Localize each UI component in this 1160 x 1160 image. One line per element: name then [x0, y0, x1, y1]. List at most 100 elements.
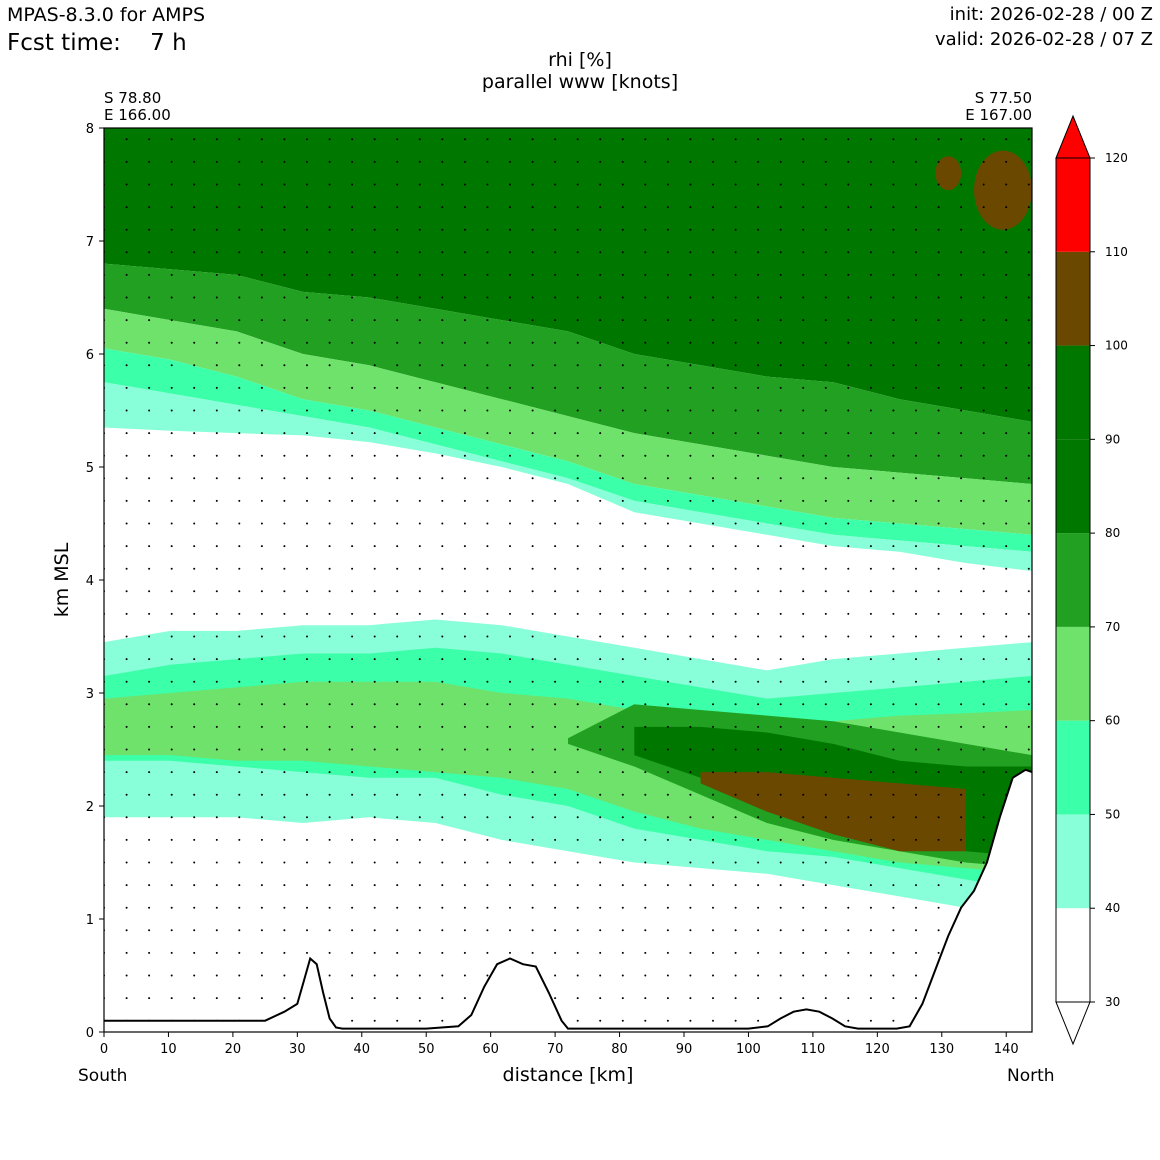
wind-vector: [869, 997, 872, 1000]
wind-vector: [576, 499, 579, 502]
wind-vector: [779, 906, 782, 909]
wind-vector: [193, 296, 196, 299]
colorbar-segment: [1056, 439, 1090, 534]
forecast-time: Fcst time: 7 h: [7, 30, 187, 56]
wind-vector: [170, 793, 173, 796]
wind-vector: [418, 635, 421, 638]
wind-vector: [441, 567, 444, 570]
wind-vector: [960, 206, 963, 209]
wind-vector: [666, 499, 669, 502]
wind-vector: [463, 454, 466, 457]
south-label: South: [78, 1066, 128, 1086]
wind-vector: [351, 612, 354, 615]
wind-vector: [847, 409, 850, 412]
wind-vector: [283, 567, 286, 570]
wind-vector: [554, 658, 557, 661]
wind-vector: [644, 364, 647, 367]
wind-vector: [824, 454, 827, 457]
colorbar-label: 70: [1105, 620, 1120, 634]
wind-vector: [148, 477, 151, 480]
wind-vector: [238, 296, 241, 299]
wind-vector: [869, 748, 872, 751]
wind-vector: [328, 771, 331, 774]
wind-vector: [328, 658, 331, 661]
wind-vector: [215, 454, 218, 457]
wind-vector: [824, 929, 827, 932]
wind-vector: [170, 997, 173, 1000]
wind-vector: [125, 861, 128, 864]
wind-vector: [554, 793, 557, 796]
wind-vector: [779, 567, 782, 570]
wind-vector: [463, 771, 466, 774]
wind-vector: [802, 454, 805, 457]
wind-vector: [283, 499, 286, 502]
wind-vector: [644, 725, 647, 728]
wind-vector: [170, 228, 173, 231]
wind-vector: [915, 884, 917, 887]
wind-vector: [351, 545, 354, 548]
wind-vector: [509, 612, 511, 615]
wind-vector: [373, 680, 376, 683]
wind-vector: [937, 522, 940, 525]
x-axis-label: distance [km]: [502, 1064, 634, 1086]
wind-vector: [418, 386, 421, 389]
wind-vector: [148, 793, 151, 796]
wind-vector: [441, 951, 444, 954]
wind-vector: [1027, 183, 1030, 186]
wind-vector: [351, 884, 354, 887]
x-tick-label: 110: [800, 1042, 825, 1057]
wind-vector: [170, 951, 173, 954]
wind-vector: [373, 635, 376, 638]
wind-vector: [892, 364, 895, 367]
wind-vector: [328, 703, 331, 706]
wind-vector: [125, 499, 128, 502]
wind-vector: [892, 838, 895, 841]
wind-vector: [486, 793, 489, 796]
wind-vector: [869, 409, 872, 412]
wind-vector: [238, 251, 241, 254]
wind-vector: [170, 273, 173, 276]
wind-vector: [824, 319, 827, 322]
wind-vector: [486, 816, 489, 819]
wind-vector: [779, 816, 782, 819]
wind-vector: [328, 929, 331, 932]
wind-vector: [779, 974, 782, 977]
wind-vector: [486, 771, 489, 774]
wind-vector: [193, 929, 196, 932]
wind-vector: [328, 590, 331, 593]
wind-vector: [689, 635, 692, 638]
wind-vector: [937, 138, 940, 141]
wind-vector: [306, 680, 308, 683]
wind-vector: [757, 545, 760, 548]
wind-vector: [193, 545, 196, 548]
wind-vector: [328, 545, 331, 548]
wind-vector: [373, 748, 376, 751]
wind-vector: [441, 612, 444, 615]
wind-vector: [712, 522, 714, 525]
wind-vector: [148, 838, 151, 841]
wind-vector: [418, 183, 421, 186]
wind-vector: [892, 319, 895, 322]
wind-vector: [1027, 454, 1030, 457]
wind-vector: [441, 635, 444, 638]
wind-vector: [689, 929, 692, 932]
wind-vector: [869, 251, 872, 254]
wind-vector: [193, 816, 196, 819]
wind-vector: [576, 319, 579, 322]
wind-vector: [441, 477, 444, 480]
wind-vector: [554, 477, 557, 480]
wind-vector: [779, 612, 782, 615]
wind-vector: [441, 409, 444, 412]
wind-vector: [1027, 612, 1030, 615]
wind-vector: [847, 341, 850, 344]
wind-vector: [441, 861, 444, 864]
wind-vector: [915, 273, 917, 276]
wind-vector: [283, 160, 286, 163]
wind-vector: [892, 906, 895, 909]
wind-vector: [351, 409, 354, 412]
wind-vector: [734, 680, 737, 683]
wind-vector: [734, 138, 737, 141]
wind-vector: [351, 296, 354, 299]
wind-vector: [666, 454, 669, 457]
wind-vector: [486, 183, 489, 186]
